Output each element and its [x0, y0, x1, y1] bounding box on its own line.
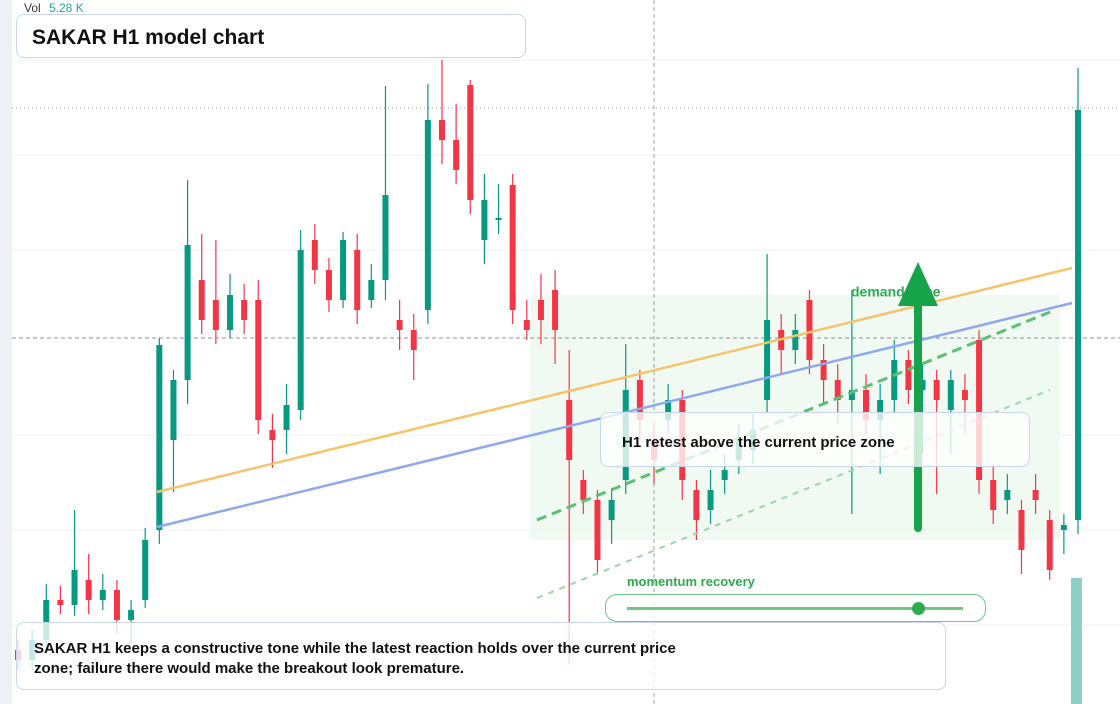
candle-body [863, 390, 869, 420]
candle-body [721, 470, 728, 480]
candle-body [947, 380, 954, 410]
indicator-knob [912, 602, 925, 615]
candle-body [806, 300, 813, 360]
candle-body [99, 590, 106, 600]
candle-body [283, 405, 290, 430]
candle-body [424, 120, 431, 310]
candle-body [636, 380, 643, 420]
candle-body [340, 240, 347, 300]
candle-body [905, 360, 912, 390]
candle-body [707, 490, 714, 510]
candle-body [71, 570, 78, 605]
candle-body [453, 140, 460, 170]
candle-body [792, 330, 799, 350]
candle-body [580, 480, 587, 500]
indicator-box [605, 594, 986, 622]
candle-body [764, 320, 771, 400]
volume-value: 5.28 K [49, 1, 84, 15]
candle-body [594, 500, 601, 560]
candle-body [665, 400, 672, 420]
candle-body [481, 200, 488, 240]
candle-body [1032, 490, 1039, 500]
candle-body [128, 610, 135, 620]
candle-body [608, 500, 615, 520]
candle-body [325, 270, 332, 300]
candle-body [85, 580, 92, 600]
candle-body [368, 280, 375, 300]
candle-body [1004, 490, 1011, 500]
candle-body [255, 300, 262, 420]
chart-title: SAKAR H1 model chart [32, 26, 265, 49]
candle-body [354, 250, 361, 310]
indicator-label: momentum recovery [627, 574, 755, 589]
candle-body [693, 490, 700, 520]
callout-box: H1 retest above the current price zone [600, 412, 1030, 467]
candle-body [241, 300, 248, 320]
candle-body [834, 380, 841, 400]
candle-body [170, 380, 177, 440]
candle-body [198, 280, 205, 320]
candle-body [1046, 520, 1053, 570]
candle-body [311, 240, 318, 270]
commentary-box: SAKAR H1 keeps a constructive tone while… [16, 622, 946, 690]
candle-body [1075, 110, 1081, 520]
left-strip [0, 0, 12, 704]
callout: H1 retest above the current price zone [622, 434, 895, 451]
candle-body [552, 290, 559, 330]
candle-body [269, 430, 276, 440]
candle-body [919, 380, 926, 390]
candle-body [113, 590, 120, 620]
candle-body [410, 330, 417, 350]
volume-label: Vol [24, 1, 41, 15]
candle-body [891, 360, 898, 400]
candle-body [57, 600, 64, 605]
candle-body [43, 600, 50, 640]
commentary: SAKAR H1 keeps a constructive tone while… [34, 640, 676, 677]
candle-body [382, 195, 389, 280]
candle-body [990, 480, 997, 510]
candle-body [961, 390, 968, 400]
candle-body [142, 540, 149, 600]
candle-body [1060, 525, 1067, 530]
title-box: SAKAR H1 model chart [16, 14, 526, 58]
candle-body [976, 340, 983, 480]
candle-body [439, 120, 445, 140]
candle-body [848, 390, 855, 400]
candle-body [877, 400, 884, 420]
volume-bar [1071, 578, 1082, 704]
arrow-head [898, 262, 938, 306]
candle-body [495, 218, 502, 220]
candle-body [227, 295, 233, 330]
candle-body [184, 245, 191, 380]
candle-body [509, 185, 516, 310]
candle-body [933, 380, 940, 400]
candle-body [467, 85, 474, 200]
candle-body [820, 360, 827, 380]
candle-body [523, 320, 530, 330]
candle-body [1018, 510, 1025, 550]
candle-body [566, 400, 573, 460]
indicator-track [627, 607, 963, 610]
candle-body [297, 250, 304, 410]
candle-body [156, 345, 163, 530]
candle-body [396, 320, 403, 330]
candle-body [212, 300, 219, 330]
candle-body [537, 300, 544, 320]
